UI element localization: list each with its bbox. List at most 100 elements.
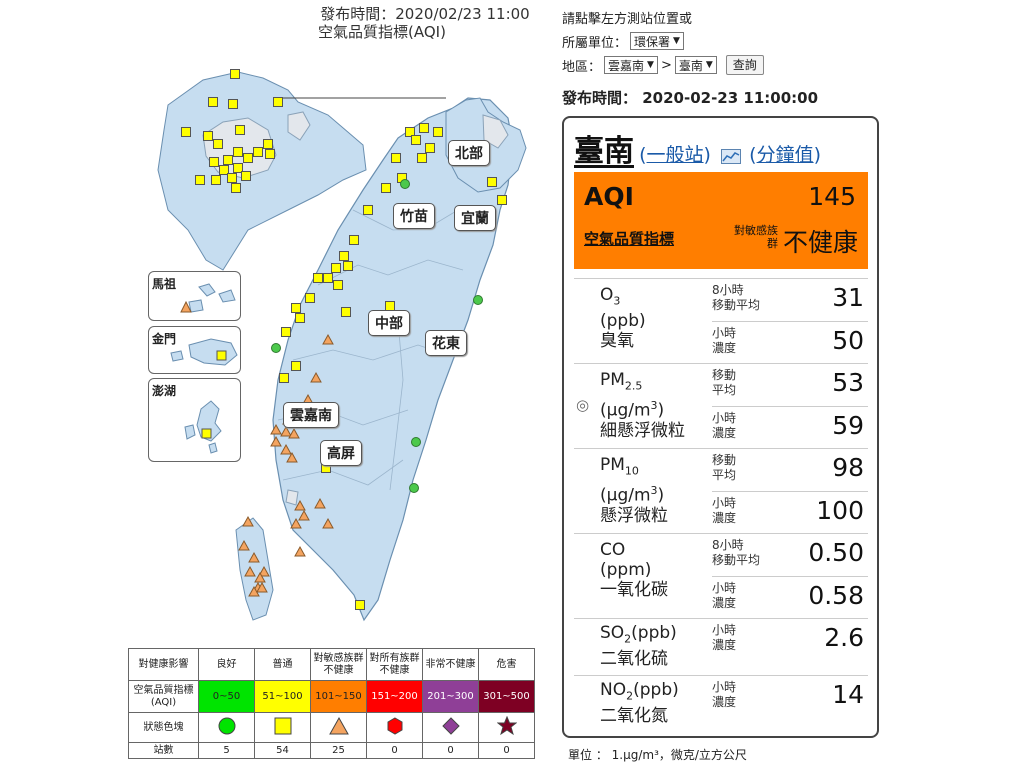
station-marker-good[interactable] [411,437,421,447]
station-marker-moderate[interactable] [405,127,415,137]
region-hualien[interactable]: 花東 [425,330,467,356]
region-yunjianan[interactable]: 雲嘉南 [283,402,339,428]
station-marker-sensitive[interactable] [294,499,306,511]
minute-value-link[interactable]: 分鐘值 [756,144,814,166]
station-marker-moderate[interactable] [343,261,353,271]
station-marker-moderate[interactable] [228,99,238,109]
station-marker-moderate[interactable] [487,177,497,187]
station-marker-sensitive[interactable] [322,333,334,345]
station-marker-moderate[interactable] [417,153,427,163]
station-marker-moderate[interactable] [243,153,253,163]
station-marker-moderate[interactable] [381,183,391,193]
station-marker-moderate[interactable] [223,155,233,165]
station-marker-sensitive[interactable] [238,539,250,551]
station-marker-sensitive[interactable] [280,425,292,437]
query-button[interactable]: 查詢 [725,55,764,75]
inset-penghu[interactable]: 澎湖 [148,378,241,462]
station-marker-moderate[interactable] [355,600,365,610]
station-marker-moderate[interactable] [209,157,219,167]
inset-matsu[interactable]: 馬祖 [148,271,241,321]
station-marker-sensitive[interactable] [280,443,292,455]
taiwan-map-canvas[interactable] [128,60,558,645]
region-select[interactable]: 雲嘉南 ▼ [604,56,658,74]
station-marker-moderate[interactable] [341,307,351,317]
station-marker-sensitive[interactable] [286,451,298,463]
station-marker-sensitive[interactable] [294,545,306,557]
station-marker-moderate[interactable] [291,303,301,313]
station-marker-moderate[interactable] [291,361,301,371]
station-marker-moderate[interactable] [213,139,223,149]
station-select[interactable]: 臺南 ▼ [674,56,717,74]
station-marker-moderate[interactable] [231,183,241,193]
station-marker-moderate[interactable] [295,313,305,323]
station-marker-moderate[interactable] [233,147,243,157]
station-marker-sensitive[interactable] [298,509,310,521]
station-marker-moderate[interactable] [263,139,273,149]
station-marker-sensitive[interactable] [288,427,300,439]
station-marker-sensitive[interactable] [314,497,326,509]
station-marker-sensitive[interactable] [244,565,256,577]
station-marker-moderate[interactable] [331,263,341,273]
station-marker-good[interactable] [409,483,419,493]
station-marker-moderate[interactable] [241,171,251,181]
taiwan-map[interactable]: 北部 竹苗 宜蘭 中部 花東 雲嘉南 高屏 馬祖 金門 澎湖 [128,60,558,645]
station-marker-moderate[interactable] [363,205,373,215]
station-marker-moderate[interactable] [227,173,237,183]
station-marker-sensitive[interactable] [258,565,270,577]
station-marker-moderate[interactable] [219,165,229,175]
selected-pollutant-icon[interactable]: ◎ [576,396,590,414]
station-marker-moderate[interactable] [195,175,205,185]
station-marker-moderate[interactable] [279,373,289,383]
pollutant-measure: 8小時 移動平均 31 [712,279,868,321]
legend-level-name: 非常不健康 [422,648,479,681]
station-marker-sensitive[interactable] [242,515,254,527]
station-marker-moderate[interactable] [339,251,349,261]
station-marker-sensitive[interactable] [290,517,302,529]
station-marker-moderate[interactable] [391,153,401,163]
station-marker-sensitive[interactable] [270,435,282,447]
station-marker-sensitive[interactable] [248,551,260,563]
station-marker-good[interactable] [473,295,483,305]
station-marker-moderate[interactable] [253,147,263,157]
station-marker-moderate[interactable] [497,195,507,205]
station-marker-moderate[interactable] [281,327,291,337]
station-marker-moderate[interactable] [305,293,315,303]
station-marker-moderate[interactable] [349,235,359,245]
station-marker-sensitive[interactable] [256,581,268,593]
station-marker-moderate[interactable] [323,273,333,283]
pollutant-row: SO2(ppb) 二氧化硫 小時 濃度 2.6 [574,618,868,675]
region-yilan[interactable]: 宜蘭 [454,205,496,231]
station-marker-moderate[interactable] [333,280,343,290]
aqi-index-link[interactable]: 空氣品質指標 [584,230,675,248]
station-marker-sensitive[interactable] [254,571,266,583]
station-marker-moderate[interactable] [433,127,443,137]
agency-select[interactable]: 環保署 ▼ [630,32,684,50]
station-marker-moderate[interactable] [211,175,221,185]
station-marker-sensitive[interactable] [322,517,334,529]
region-kaoping[interactable]: 高屏 [320,440,362,466]
station-marker-moderate[interactable] [181,127,191,137]
station-marker-good[interactable] [400,179,410,189]
station-marker-moderate[interactable] [313,273,323,283]
station-marker-moderate[interactable] [411,135,421,145]
station-marker-moderate[interactable] [235,125,245,135]
agency-label: 所屬單位： [562,35,628,51]
region-north[interactable]: 北部 [448,140,490,166]
station-marker-moderate[interactable] [419,123,429,133]
region-zhumiao[interactable]: 竹苗 [393,203,435,229]
station-marker-moderate[interactable] [273,97,283,107]
station-marker-moderate[interactable] [230,69,240,79]
station-type-link[interactable]: 一般站 [646,144,704,166]
station-marker-moderate[interactable] [425,143,435,153]
station-marker-moderate[interactable] [203,131,213,141]
station-marker-moderate[interactable] [233,163,243,173]
station-marker-moderate[interactable] [265,149,275,159]
station-marker-sensitive[interactable] [248,585,260,597]
station-marker-sensitive[interactable] [270,423,282,435]
inset-kinmen[interactable]: 金門 [148,326,241,374]
station-marker-sensitive[interactable] [310,371,322,383]
station-marker-good[interactable] [271,343,281,353]
region-central[interactable]: 中部 [368,310,410,336]
station-marker-moderate[interactable] [208,97,218,107]
chart-icon[interactable] [721,149,742,164]
